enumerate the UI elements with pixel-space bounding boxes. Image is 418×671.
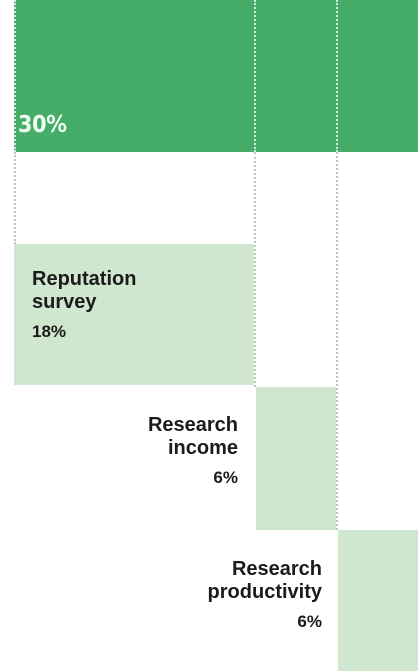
series-name: Research productivity xyxy=(207,558,322,603)
series-percent: 6% xyxy=(213,468,238,487)
bar-segment-reputation-survey xyxy=(14,244,254,385)
grid-line-3 xyxy=(336,0,338,152)
bar-segment-research-income xyxy=(256,387,336,530)
grid-line-1 xyxy=(14,0,16,152)
series-percent: 18% xyxy=(32,322,67,341)
series-name: Reputation survey xyxy=(32,268,137,313)
grid-line-3-lower xyxy=(336,152,338,530)
grid-line-2 xyxy=(254,0,256,152)
grid-line-2-lower xyxy=(254,152,256,387)
top-value-label: 30% xyxy=(18,112,67,138)
series-name: Research income xyxy=(147,414,238,459)
label-research-income: Research income 6% xyxy=(90,414,238,488)
series-percent: 6% xyxy=(297,612,322,631)
grid-line-1-lower xyxy=(14,152,16,244)
bar-segment-30 xyxy=(14,0,418,152)
bar-segment-research-productivity xyxy=(338,530,418,671)
label-research-productivity: Research productivity 6% xyxy=(150,558,322,632)
label-reputation-survey: Reputation survey 18% xyxy=(32,268,136,342)
